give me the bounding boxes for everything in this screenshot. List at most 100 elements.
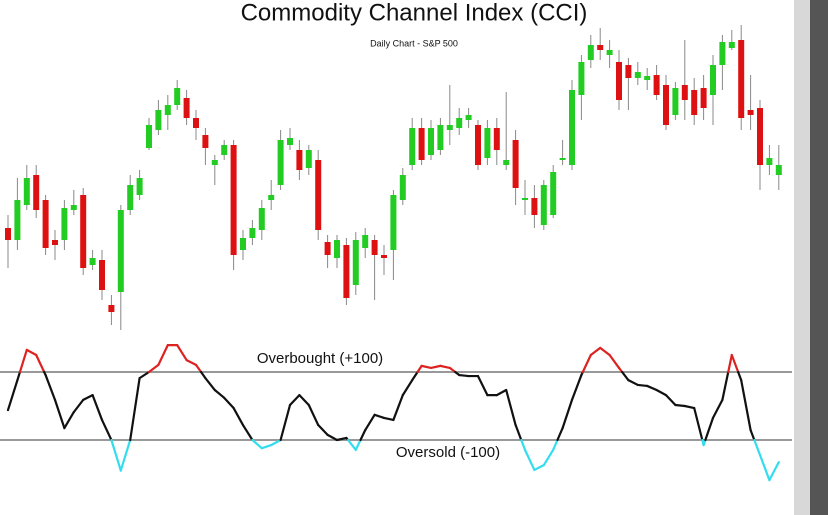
cci-segment [768,461,780,482]
candle-body [315,160,322,230]
cci-segment [505,388,517,427]
candle-body [164,105,171,115]
candle-body [70,205,77,210]
candle-body [183,98,190,118]
candle-body [61,208,68,240]
chart-title: Commodity Channel Index (CCI) [241,0,588,26]
candle-body [456,118,463,128]
cci-segment [185,359,198,366]
level-label: Overbought (+100) [257,350,383,367]
cci-segment [260,444,273,450]
cci-segment [194,363,203,374]
cci-segment [241,423,254,442]
candle-body [681,85,688,100]
cci-segment [373,413,386,419]
candle-body [522,198,528,200]
cci-segment [16,370,22,382]
cci-segment [737,370,743,382]
cci-segment [655,388,668,397]
candle-body [465,115,472,120]
candle-body [663,85,669,125]
cci-segment [740,379,752,432]
cci-segment [44,373,57,401]
cci-segment [599,346,611,357]
cci-segment [556,427,564,442]
candle-body [587,45,594,60]
cci-segment [82,394,94,401]
candle-body [381,255,387,258]
candle-body [211,160,218,165]
candle-body [653,75,660,95]
candle-body [550,172,557,215]
candle-body [446,125,453,130]
cci-segment [552,438,559,451]
candle-body [578,62,585,95]
cci-segment [204,377,216,392]
cci-segment [279,403,292,442]
cci-segment [199,370,207,380]
cci-segment [458,373,470,378]
candle-body [277,140,284,185]
cci-segment [72,398,85,414]
cci-segment [542,448,555,467]
candle-body [334,240,340,258]
cci-segment [223,396,235,410]
candle-body [409,128,416,165]
cci-segment [6,379,19,412]
candle-body [531,198,538,215]
cci-segment [646,384,658,392]
candle-body [202,135,209,148]
level-label-bg [253,348,387,368]
candle-body [503,160,510,165]
cci-segment [359,429,367,442]
candle-body [268,195,275,200]
level-label-bg [392,442,504,462]
candle-body [484,128,491,158]
cci-segment [416,364,423,374]
cci-segment [298,394,310,407]
candle-body [540,185,547,225]
cci-segment [758,453,771,482]
candle-body [362,235,369,248]
candle-body [287,138,293,145]
candle-body [672,88,679,115]
frame-edge [794,0,810,515]
frame-border [810,0,828,515]
cci-segment [683,404,696,410]
cci-segment [693,406,704,442]
cci-segment [157,344,169,366]
cci-segment [100,418,113,442]
cci-segment [129,377,141,442]
cci-segment [749,429,756,442]
candle-body [42,200,49,248]
cci-segment [476,374,489,397]
cci-segment [429,364,442,370]
candle-body [512,140,519,188]
candle-body [437,125,444,150]
candle-body [710,65,716,95]
cci-segment [364,413,376,432]
candle-body [418,128,425,160]
cci-segment [514,423,523,442]
cci-segment [53,398,66,430]
cci-segment [382,416,395,422]
candle-body [475,125,481,165]
level-label: Oversold (-100) [396,444,500,461]
candle-body [559,158,566,160]
candle-body [597,45,604,50]
cci-segment [317,423,329,436]
candle-body [305,150,312,168]
cci-segment [520,438,527,451]
cci-segment [721,370,730,401]
cci-segment [523,448,536,472]
cci-segment [401,379,414,397]
cci-segment [420,364,433,370]
cci-segment [25,348,38,357]
candle-body [606,50,613,55]
candle-body [221,145,228,155]
candle-body [193,118,199,128]
candle-body [625,65,632,78]
cci-segment [495,388,508,397]
